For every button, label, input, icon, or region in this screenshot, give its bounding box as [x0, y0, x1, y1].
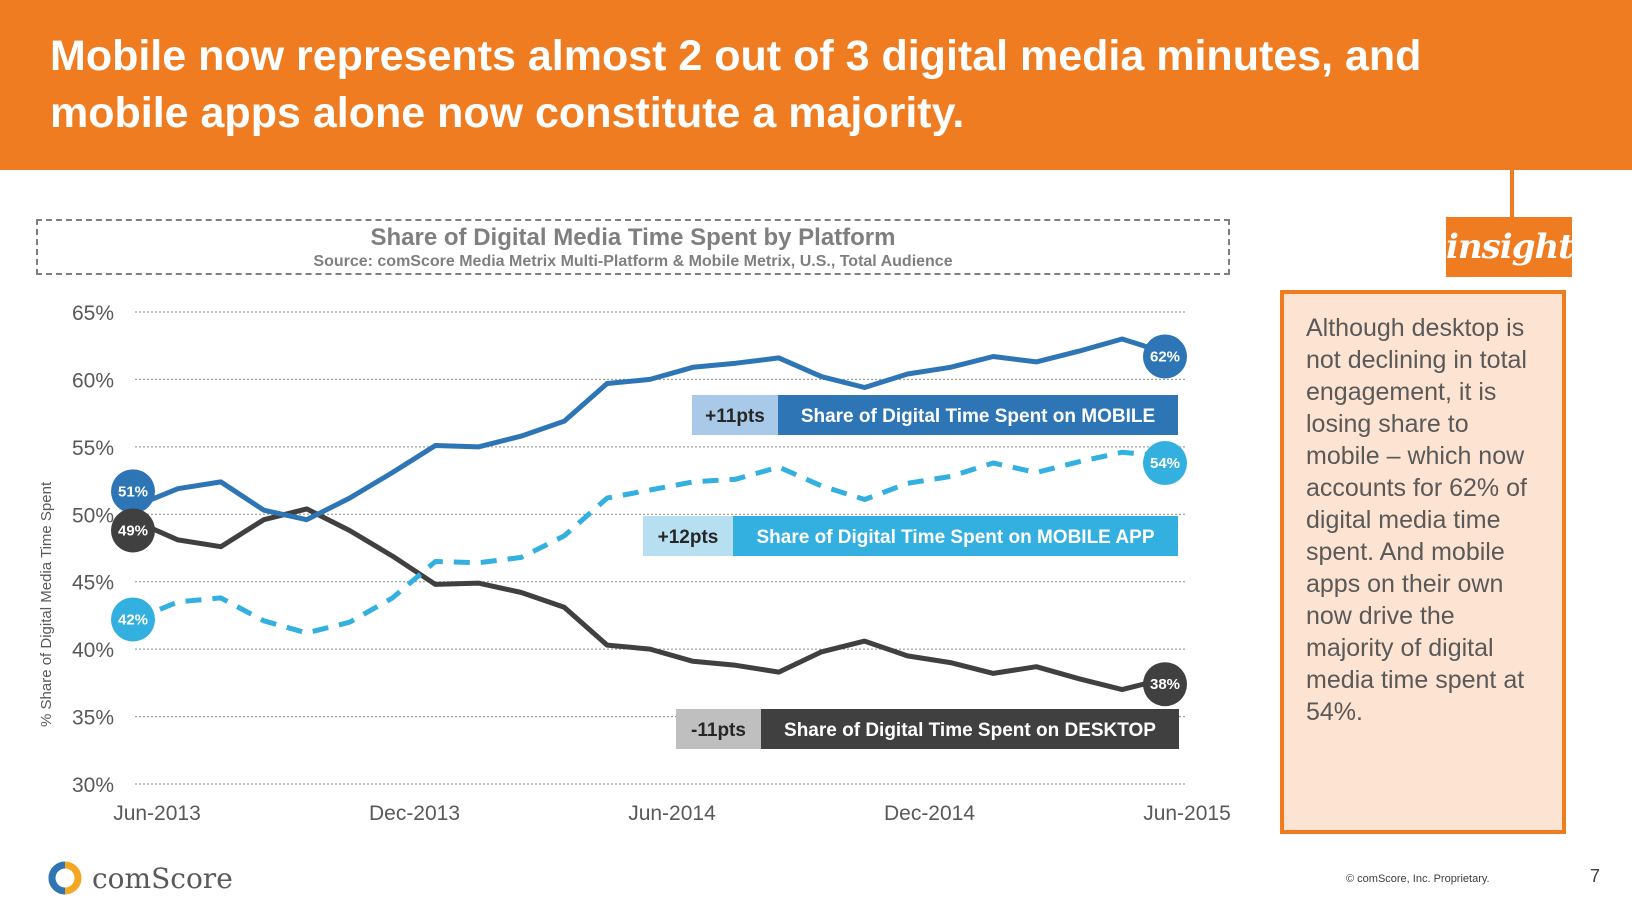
- x-tick-label: Jun-2015: [1143, 802, 1231, 825]
- y-tick-label: 45%: [72, 572, 114, 595]
- y-tick-label: 50%: [72, 504, 114, 527]
- header-bar: Mobile now represents almost 2 out of 3 …: [0, 0, 1632, 170]
- x-tick-label: Dec-2014: [884, 802, 975, 825]
- legend-series-name: Share of Digital Time Spent on MOBILE AP…: [757, 527, 1155, 548]
- comscore-logo-icon: [48, 861, 82, 895]
- y-tick-label: 65%: [72, 302, 114, 325]
- legend-change-box-desktop: [676, 709, 761, 749]
- y-tick-label: 35%: [72, 707, 114, 730]
- start-value-label: 51%: [118, 483, 148, 500]
- legend-change-label: +12pts: [658, 527, 719, 548]
- insight-box: Although desktop is not declining in tot…: [1280, 290, 1566, 834]
- legend-change-label: +11pts: [705, 406, 765, 427]
- comscore-logo: comScore: [48, 860, 233, 896]
- series-line-mobile: [132, 336, 1168, 523]
- x-tick-label: Jun-2014: [628, 802, 716, 825]
- legend-series-name: Share of Digital Time Spent on DESKTOP: [784, 720, 1156, 741]
- legend-name-box-mobile_app: [733, 516, 1178, 556]
- slide-title: Mobile now represents almost 2 out of 3 …: [50, 32, 1422, 137]
- insight-tag: insight: [1446, 217, 1574, 277]
- insight-connector-line: [1510, 170, 1514, 218]
- legend-series-name: Share of Digital Time Spent on MOBILE: [801, 406, 1155, 427]
- x-tick-label: Jun-2013: [113, 802, 201, 825]
- series-line-mobile_app: [134, 449, 1166, 636]
- page-number: 7: [1590, 866, 1601, 886]
- end-value-label: 38%: [1150, 676, 1180, 693]
- chart-source: Source: comScore Media Metrix Multi-Plat…: [313, 253, 953, 270]
- legend-name-box-mobile: [778, 395, 1178, 435]
- legend-change-box-mobile: [692, 395, 778, 435]
- end-value-label: 62%: [1150, 349, 1180, 366]
- legend-change-label: -11pts: [691, 720, 746, 741]
- end-marker-mobile_app: [1143, 441, 1187, 486]
- end-marker-desktop: [1143, 662, 1187, 707]
- y-tick-label: 55%: [72, 437, 114, 460]
- chart-title-box: Share of Digital Media Time Spent by Pla…: [36, 219, 1230, 275]
- y-tick-label: 30%: [72, 774, 114, 797]
- start-marker-desktop: [111, 508, 155, 553]
- legend-name-box-desktop: [761, 709, 1179, 749]
- start-marker-mobile: [111, 469, 155, 514]
- y-tick-label: 40%: [72, 639, 114, 662]
- start-value-label: 49%: [118, 522, 148, 539]
- end-marker-mobile: [1143, 334, 1187, 379]
- logo-text: comScore: [92, 861, 233, 895]
- series-line-desktop: [132, 506, 1168, 693]
- x-tick-label: Dec-2013: [369, 802, 460, 825]
- chart-title: Share of Digital Media Time Spent by Pla…: [370, 224, 896, 251]
- copyright: © comScore, Inc. Proprietary.: [1346, 873, 1490, 885]
- start-marker-mobile_app: [111, 597, 155, 642]
- insight-text: Although desktop is not declining in tot…: [1306, 314, 1527, 726]
- end-value-label: 54%: [1150, 455, 1180, 472]
- start-value-label: 42%: [118, 611, 148, 628]
- y-axis-label: % Share of Digital Media Time Spent: [38, 481, 55, 727]
- y-tick-label: 60%: [72, 369, 114, 392]
- legend-change-box-mobile_app: [643, 516, 733, 556]
